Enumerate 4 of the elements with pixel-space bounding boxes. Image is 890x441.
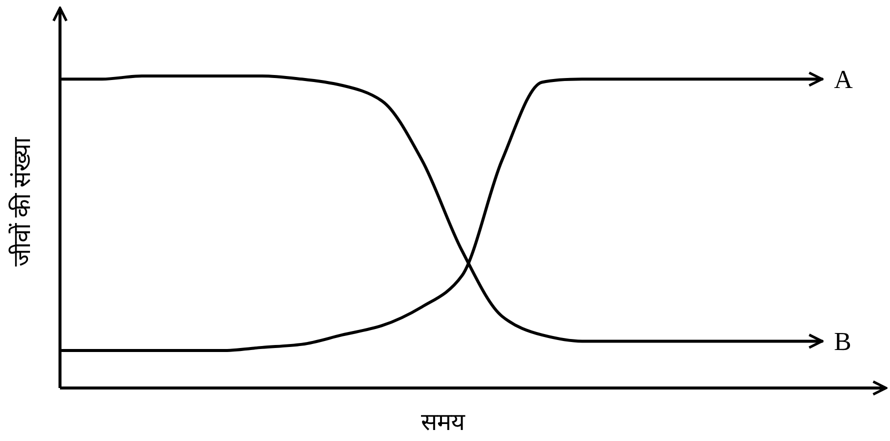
series-label: A (834, 65, 853, 94)
x-axis-title: समय (421, 410, 466, 436)
series-label: B (834, 327, 852, 356)
y-axis-title: जीवों की संख्या (8, 136, 36, 266)
